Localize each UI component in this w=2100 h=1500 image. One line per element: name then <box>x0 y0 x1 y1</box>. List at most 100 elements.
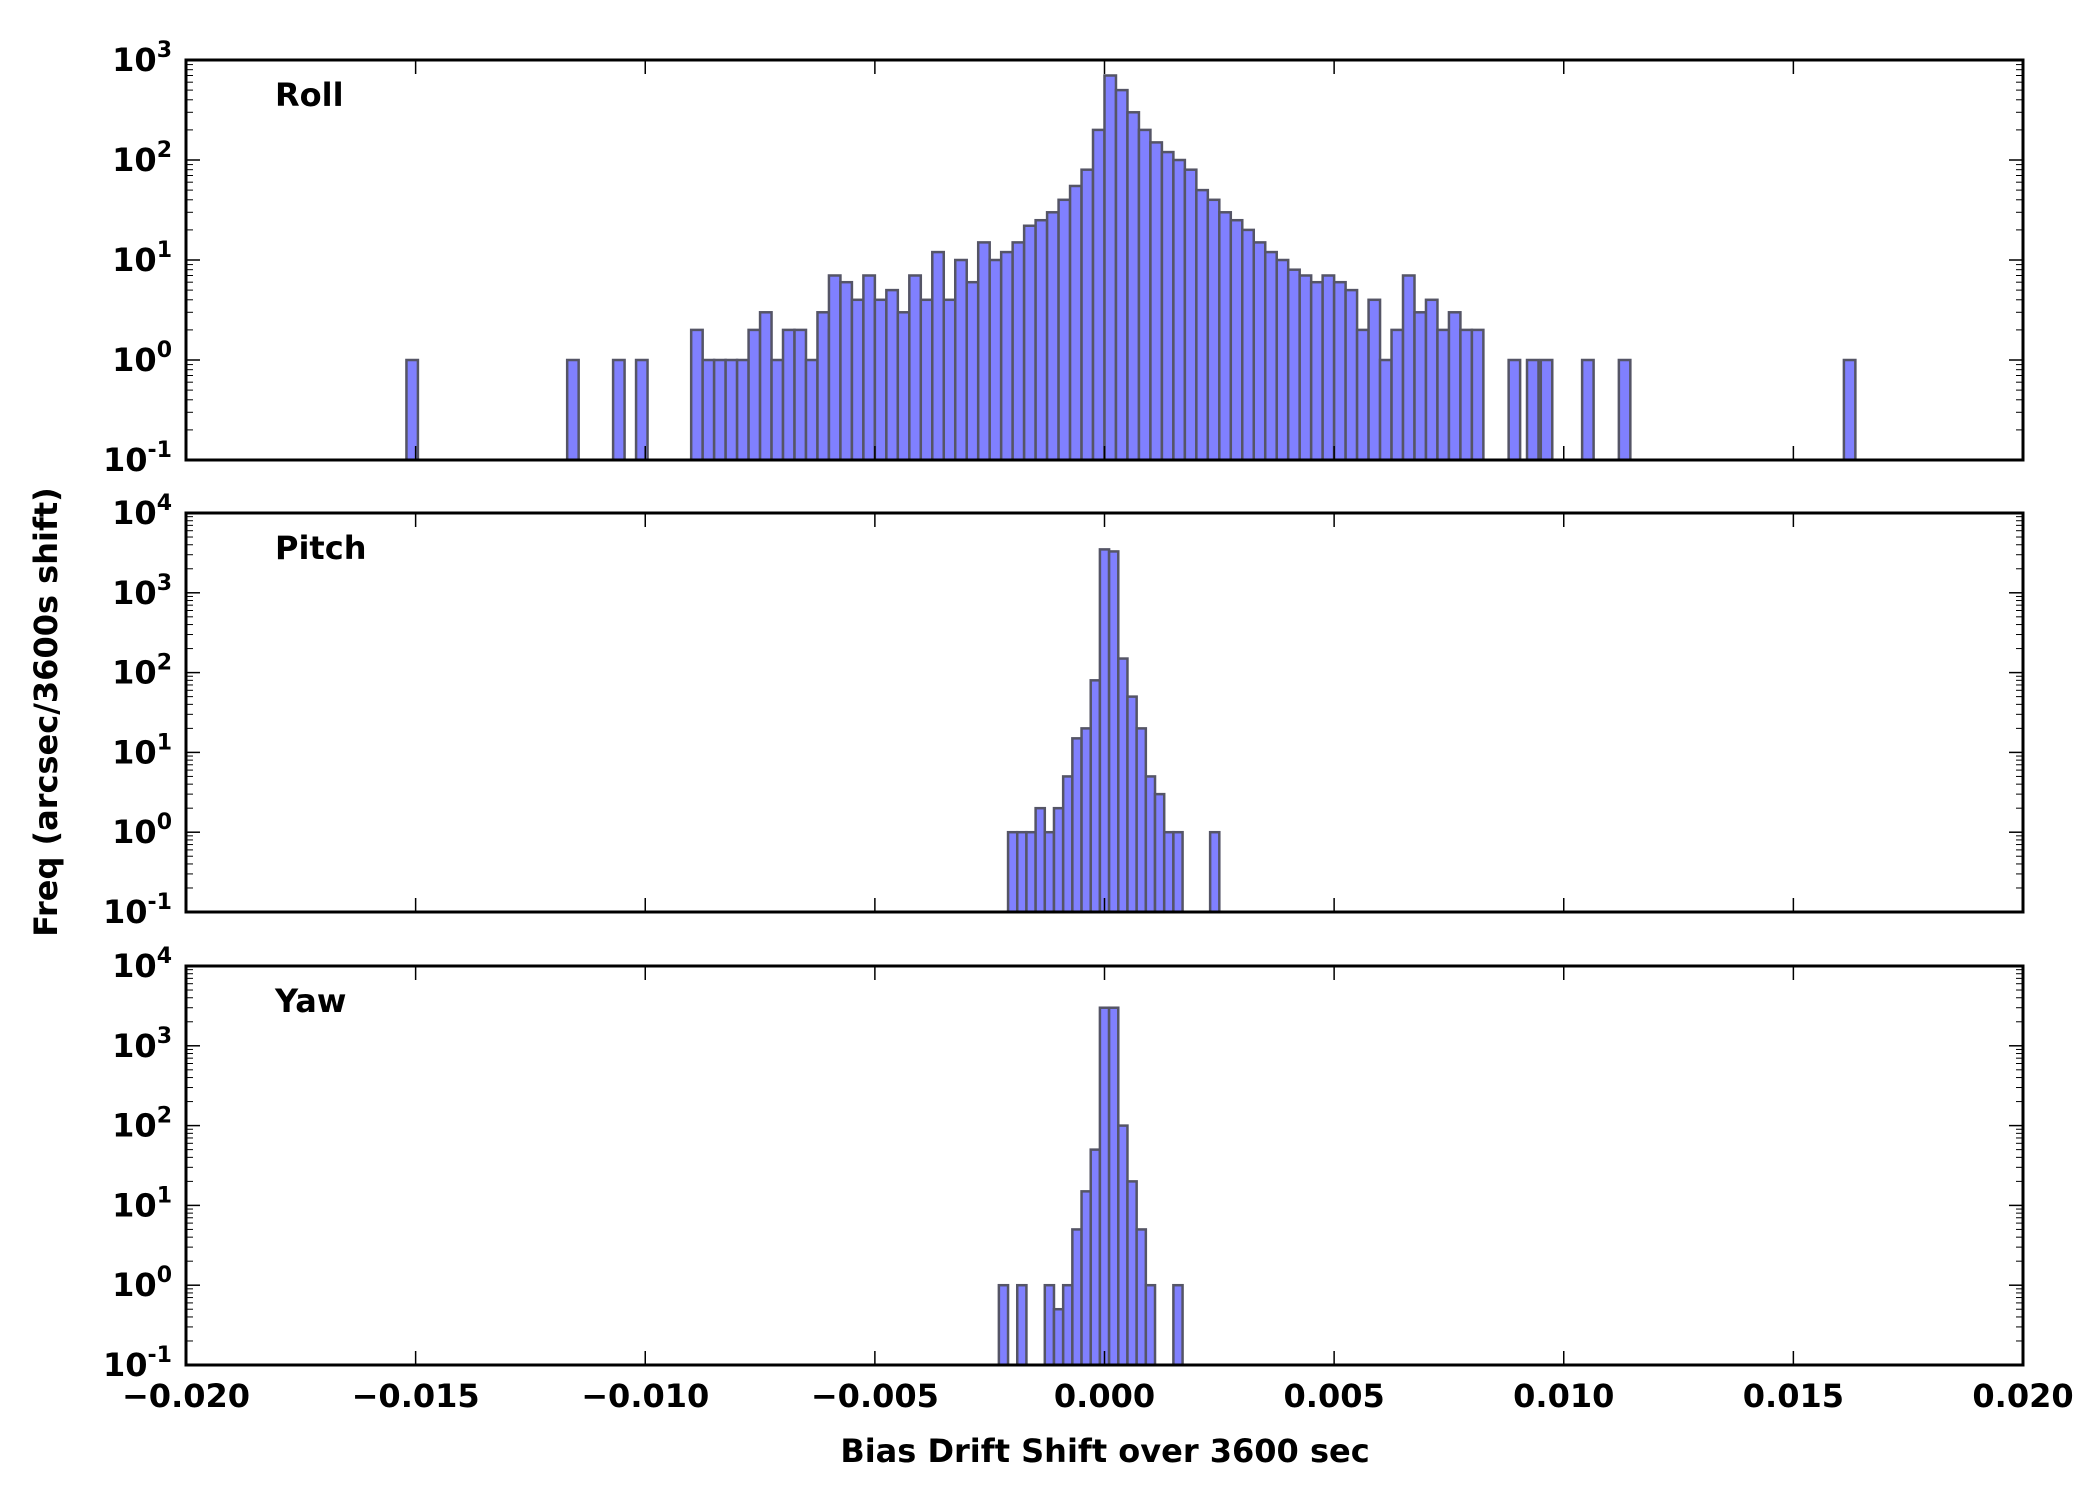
histogram-bar <box>1126 1180 1138 1365</box>
y-tick-label: 104 <box>112 491 172 532</box>
histogram-bar <box>1580 358 1595 460</box>
histogram-bar <box>1286 268 1301 460</box>
panel-label: Roll <box>275 76 344 114</box>
histogram-bar <box>965 280 980 460</box>
y-tick-label: 10-1 <box>103 438 172 479</box>
histogram-bar <box>1263 250 1278 460</box>
y-tick-label: 103 <box>112 571 172 612</box>
histogram-bar <box>1436 328 1451 460</box>
histogram-bar <box>1367 298 1382 460</box>
histogram-bar <box>816 311 831 460</box>
panel-roll: 10-1 100 101 102 103 Roll <box>103 38 2025 479</box>
histogram-bar <box>1172 1283 1184 1365</box>
histogram-bar <box>1080 727 1092 912</box>
y-tick-label: 103 <box>112 38 172 79</box>
histogram-bar <box>1103 74 1118 460</box>
x-tick-label: 0.010 <box>1513 1377 1614 1415</box>
y-tick-label: 100 <box>112 338 172 379</box>
y-tick-label: 102 <box>112 138 172 179</box>
histogram-bar <box>1080 1190 1092 1365</box>
histogram-bar <box>1298 274 1313 460</box>
bars <box>1006 548 1221 912</box>
histogram-bar <box>1309 280 1324 460</box>
x-tick-label: −0.005 <box>811 1377 939 1415</box>
panel-label: Pitch <box>275 529 366 567</box>
histogram-bar <box>1098 548 1111 912</box>
histogram-bar <box>565 358 580 460</box>
histogram-bar <box>1183 168 1198 460</box>
histogram-bar <box>1052 1307 1065 1365</box>
histogram-bar <box>770 358 785 460</box>
histogram-bar <box>1617 358 1632 460</box>
y-tick-label: 100 <box>112 810 172 851</box>
histogram-bar <box>712 358 727 460</box>
histogram-bar <box>953 258 968 460</box>
histogram-bar <box>793 328 808 460</box>
histogram-bar <box>1144 1283 1157 1365</box>
panel-pitch: 10-1 100 101 102 103 104 Pitch <box>103 491 2025 931</box>
bars <box>997 1006 1184 1365</box>
histogram-bar <box>1344 288 1359 460</box>
histogram-bar <box>896 311 911 460</box>
bars <box>405 74 1857 460</box>
histogram-bar <box>1080 168 1095 460</box>
x-tick-label: −0.020 <box>122 1377 250 1415</box>
histogram-bar <box>1208 830 1221 912</box>
histogram-bar <box>931 250 946 460</box>
histogram-bar <box>1332 280 1347 460</box>
histogram-bar <box>827 274 842 460</box>
histogram-bar <box>1052 806 1065 912</box>
histogram-bar <box>1126 111 1141 460</box>
histogram-bar <box>1098 1006 1111 1365</box>
histogram-bar <box>1015 1283 1028 1365</box>
histogram-bar <box>839 280 854 460</box>
histogram-bar <box>1034 218 1049 460</box>
histogram-bar <box>804 358 819 460</box>
x-tick-label: −0.015 <box>352 1377 480 1415</box>
histogram-bar <box>1144 775 1157 912</box>
histogram-bar <box>1241 228 1256 460</box>
y-tick-label: 104 <box>112 944 172 985</box>
histogram-bar <box>1229 218 1244 460</box>
y-tick-label: 101 <box>112 1183 172 1224</box>
y-axis-title: Freq (arcsec/3600s shift) <box>27 487 65 937</box>
plot-frame <box>184 511 2025 914</box>
y-tick-label: 10-1 <box>103 890 172 931</box>
histogram-bar <box>1275 258 1290 460</box>
histogram-bar <box>1252 241 1267 460</box>
histogram-bar <box>1401 274 1416 460</box>
x-tick-label: 0.020 <box>1972 1377 2073 1415</box>
histogram-bar <box>1071 737 1083 912</box>
histogram-bar <box>1071 1228 1083 1365</box>
histogram-bar <box>1068 184 1083 460</box>
histogram-bar <box>1006 830 1019 912</box>
histogram-bar <box>999 250 1014 460</box>
histogram-bar <box>1172 830 1184 912</box>
histogram-bar <box>1061 775 1074 912</box>
histogram-bar <box>735 358 750 460</box>
x-tick-label: 0.015 <box>1743 1377 1844 1415</box>
histogram-bar <box>1206 198 1221 460</box>
x-axis-title: Bias Drift Shift over 3600 sec <box>840 1432 1369 1470</box>
y-tick-label: 10-1 <box>103 1343 172 1384</box>
histogram-bar <box>1160 150 1175 460</box>
histogram-bar <box>1378 358 1393 460</box>
histogram-bar <box>781 328 796 460</box>
histogram-bar <box>611 358 626 460</box>
y-tick-label: 102 <box>112 651 172 692</box>
plot-frame <box>184 964 2025 1367</box>
histogram-bar <box>1061 1283 1074 1365</box>
histogram-bar <box>1447 311 1462 460</box>
histogram-bar <box>689 328 704 460</box>
histogram-bar <box>701 358 716 460</box>
histogram-bar <box>1135 1228 1148 1365</box>
histogram-bar <box>1424 298 1439 460</box>
x-tick-label: 0.000 <box>1054 1377 1155 1415</box>
histogram-bar <box>850 298 865 460</box>
histogram-bar <box>1089 1148 1102 1365</box>
histogram-bar <box>1126 695 1138 912</box>
histogram-bar <box>942 298 957 460</box>
histogram-bar <box>885 288 900 460</box>
y-tick-label: 103 <box>112 1024 172 1065</box>
